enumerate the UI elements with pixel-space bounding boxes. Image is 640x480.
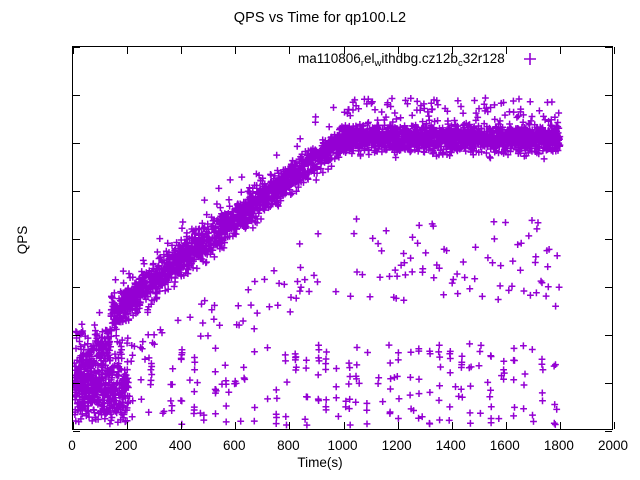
- scatter-marker-group: [73, 94, 564, 429]
- x-tick: [614, 422, 615, 429]
- x-tick-label: 1000: [327, 438, 358, 453]
- y-tick: [73, 383, 80, 384]
- x-tick: [289, 47, 291, 54]
- x-tick: [127, 47, 129, 54]
- x-tick: [73, 422, 74, 429]
- x-tick: [343, 47, 345, 54]
- y-tick: [605, 431, 612, 432]
- x-tick: [235, 422, 237, 429]
- x-axis-title: Time(s): [297, 455, 343, 470]
- x-tick: [181, 47, 183, 54]
- y-tick: [73, 47, 80, 48]
- x-tick: [614, 47, 615, 54]
- legend-marker-plus-icon: [515, 50, 545, 68]
- x-tick-label: 2000: [597, 438, 629, 453]
- x-tick: [73, 47, 74, 54]
- y-tick: [73, 191, 80, 192]
- x-tick: [559, 422, 561, 429]
- scatter-points-svg: [73, 94, 564, 429]
- page-title: QPS vs Time for qp100.L2: [233, 10, 407, 26]
- y-tick: [73, 431, 80, 432]
- x-tick: [181, 422, 183, 429]
- plot-area: [72, 46, 615, 432]
- y-tick: [73, 287, 80, 288]
- y-tick: [605, 143, 612, 144]
- y-tick: [73, 95, 80, 96]
- y-axis-title: QPS: [14, 225, 30, 255]
- x-tick: [397, 47, 399, 54]
- x-tick: [397, 422, 399, 429]
- scatter-markers: [73, 94, 564, 429]
- y-tick: [605, 383, 612, 384]
- x-tick-label: 1400: [435, 438, 466, 453]
- x-tick-label: 200: [114, 438, 138, 453]
- x-tick-label: 1600: [489, 438, 520, 453]
- y-tick: [605, 335, 612, 336]
- y-tick: [73, 143, 80, 144]
- x-tick-label: 800: [277, 438, 300, 453]
- y-tick: [605, 95, 612, 96]
- x-tick: [505, 422, 507, 429]
- y-tick: [605, 191, 612, 192]
- x-tick: [451, 47, 453, 54]
- legend-series-label: ma110806relwithdbg.cz12bc32r128: [298, 51, 505, 70]
- y-tick: [605, 47, 612, 48]
- x-tick: [505, 47, 507, 54]
- x-tick: [127, 422, 129, 429]
- x-tick: [451, 422, 453, 429]
- x-tick-label: 1800: [543, 438, 574, 453]
- x-tick-label: 600: [223, 438, 246, 453]
- x-tick: [559, 47, 561, 54]
- x-tick: [289, 422, 291, 429]
- y-tick: [605, 239, 612, 240]
- x-tick-label: 1200: [381, 438, 412, 453]
- y-tick: [605, 287, 612, 288]
- y-tick: [73, 335, 80, 336]
- x-tick-label: 0: [68, 438, 76, 453]
- x-tick: [343, 422, 345, 429]
- y-tick: [73, 239, 80, 240]
- legend: ma110806relwithdbg.cz12bc32r128: [298, 46, 545, 72]
- scatter-points-layer: [73, 47, 612, 429]
- x-tick-label: 400: [168, 438, 192, 453]
- x-tick: [235, 47, 237, 54]
